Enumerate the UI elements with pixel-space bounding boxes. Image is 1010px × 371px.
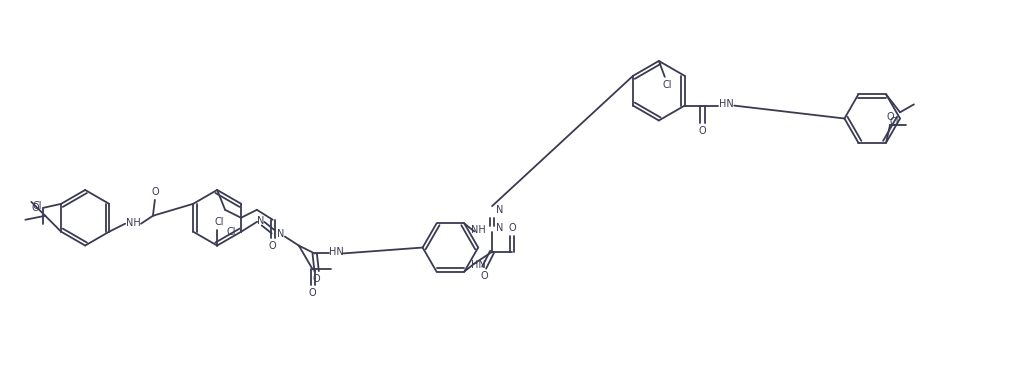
Text: NH: NH: [125, 218, 140, 228]
Text: O: O: [699, 127, 706, 137]
Text: O: O: [508, 223, 516, 233]
Text: Cl: Cl: [890, 117, 899, 127]
Text: O: O: [31, 203, 39, 213]
Text: O: O: [309, 288, 316, 298]
Text: N: N: [258, 216, 265, 226]
Text: N: N: [278, 229, 285, 239]
Text: N: N: [496, 205, 503, 215]
Text: Cl: Cl: [214, 217, 224, 227]
Text: NH: NH: [472, 226, 486, 236]
Text: HN: HN: [329, 247, 343, 257]
Text: Cl: Cl: [662, 80, 672, 90]
Text: HN: HN: [719, 99, 733, 109]
Text: O: O: [481, 270, 488, 280]
Text: Cl: Cl: [32, 201, 42, 211]
Text: O: O: [152, 187, 159, 197]
Text: Cl: Cl: [226, 227, 235, 237]
Text: O: O: [313, 274, 320, 284]
Text: N: N: [496, 223, 503, 233]
Text: O: O: [269, 240, 277, 250]
Text: HN: HN: [472, 260, 486, 270]
Text: O: O: [887, 112, 894, 122]
